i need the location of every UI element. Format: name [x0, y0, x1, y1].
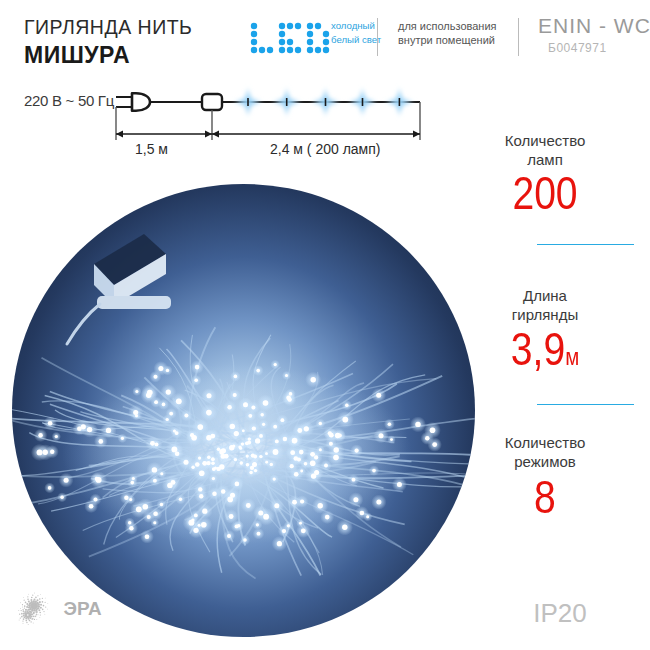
svg-text:ЭРА: ЭРА — [64, 598, 102, 619]
